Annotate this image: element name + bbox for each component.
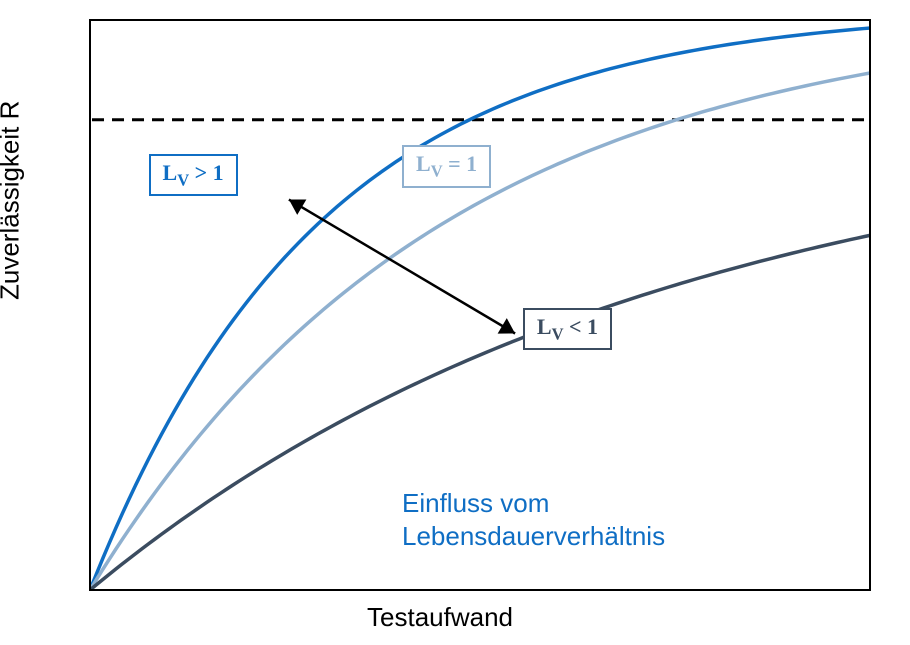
chart-subtitle: Einfluss vom Lebensdauerverhältnis — [402, 487, 665, 552]
chart-container: Zuverlässigkeit R Testaufwand Einfluss v… — [0, 0, 910, 645]
x-axis-label: Testaufwand — [367, 602, 513, 633]
y-axis-label: Zuverlässigkeit R — [0, 101, 26, 300]
lv-eq-1-label: LV = 1 — [402, 145, 491, 187]
lv-gt-1-label: LV > 1 — [149, 154, 238, 196]
lv-lt-1-label: LV < 1 — [523, 308, 612, 350]
